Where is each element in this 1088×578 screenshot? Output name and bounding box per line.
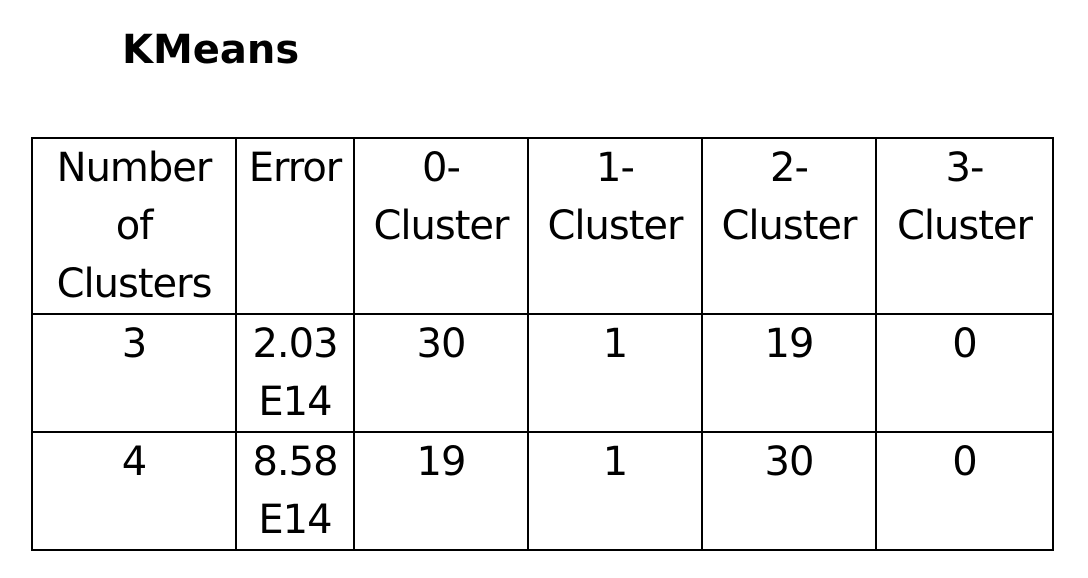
cell-cluster-2: 19 bbox=[701, 313, 877, 433]
cell-cluster-1: 1 bbox=[527, 431, 703, 551]
header-cluster-1: 1- Cluster bbox=[527, 137, 703, 315]
header-error: Error bbox=[235, 137, 355, 315]
cell-cluster-0: 30 bbox=[353, 313, 529, 433]
cell-number-of-clusters: 3 bbox=[31, 313, 237, 433]
header-number-of-clusters: Number of Clusters bbox=[31, 137, 237, 315]
cell-error: 8.58 E14 bbox=[235, 431, 355, 551]
kmeans-results-table: Number of Clusters Error 0- Cluster 1- C… bbox=[31, 137, 1054, 551]
cell-cluster-3: 0 bbox=[875, 431, 1054, 551]
cell-number-of-clusters: 4 bbox=[31, 431, 237, 551]
document-title: KMeans bbox=[122, 27, 300, 73]
cell-cluster-0: 19 bbox=[353, 431, 529, 551]
table-header-row: Number of Clusters Error 0- Cluster 1- C… bbox=[31, 137, 1054, 315]
table-row: 3 2.03 E14 30 1 19 0 bbox=[31, 313, 1054, 433]
cell-cluster-2: 30 bbox=[701, 431, 877, 551]
cell-cluster-3: 0 bbox=[875, 313, 1054, 433]
header-cluster-3: 3- Cluster bbox=[875, 137, 1054, 315]
header-cluster-0: 0- Cluster bbox=[353, 137, 529, 315]
cell-cluster-1: 1 bbox=[527, 313, 703, 433]
cell-error: 2.03 E14 bbox=[235, 313, 355, 433]
header-cluster-2: 2- Cluster bbox=[701, 137, 877, 315]
table-row: 4 8.58 E14 19 1 30 0 bbox=[31, 431, 1054, 551]
